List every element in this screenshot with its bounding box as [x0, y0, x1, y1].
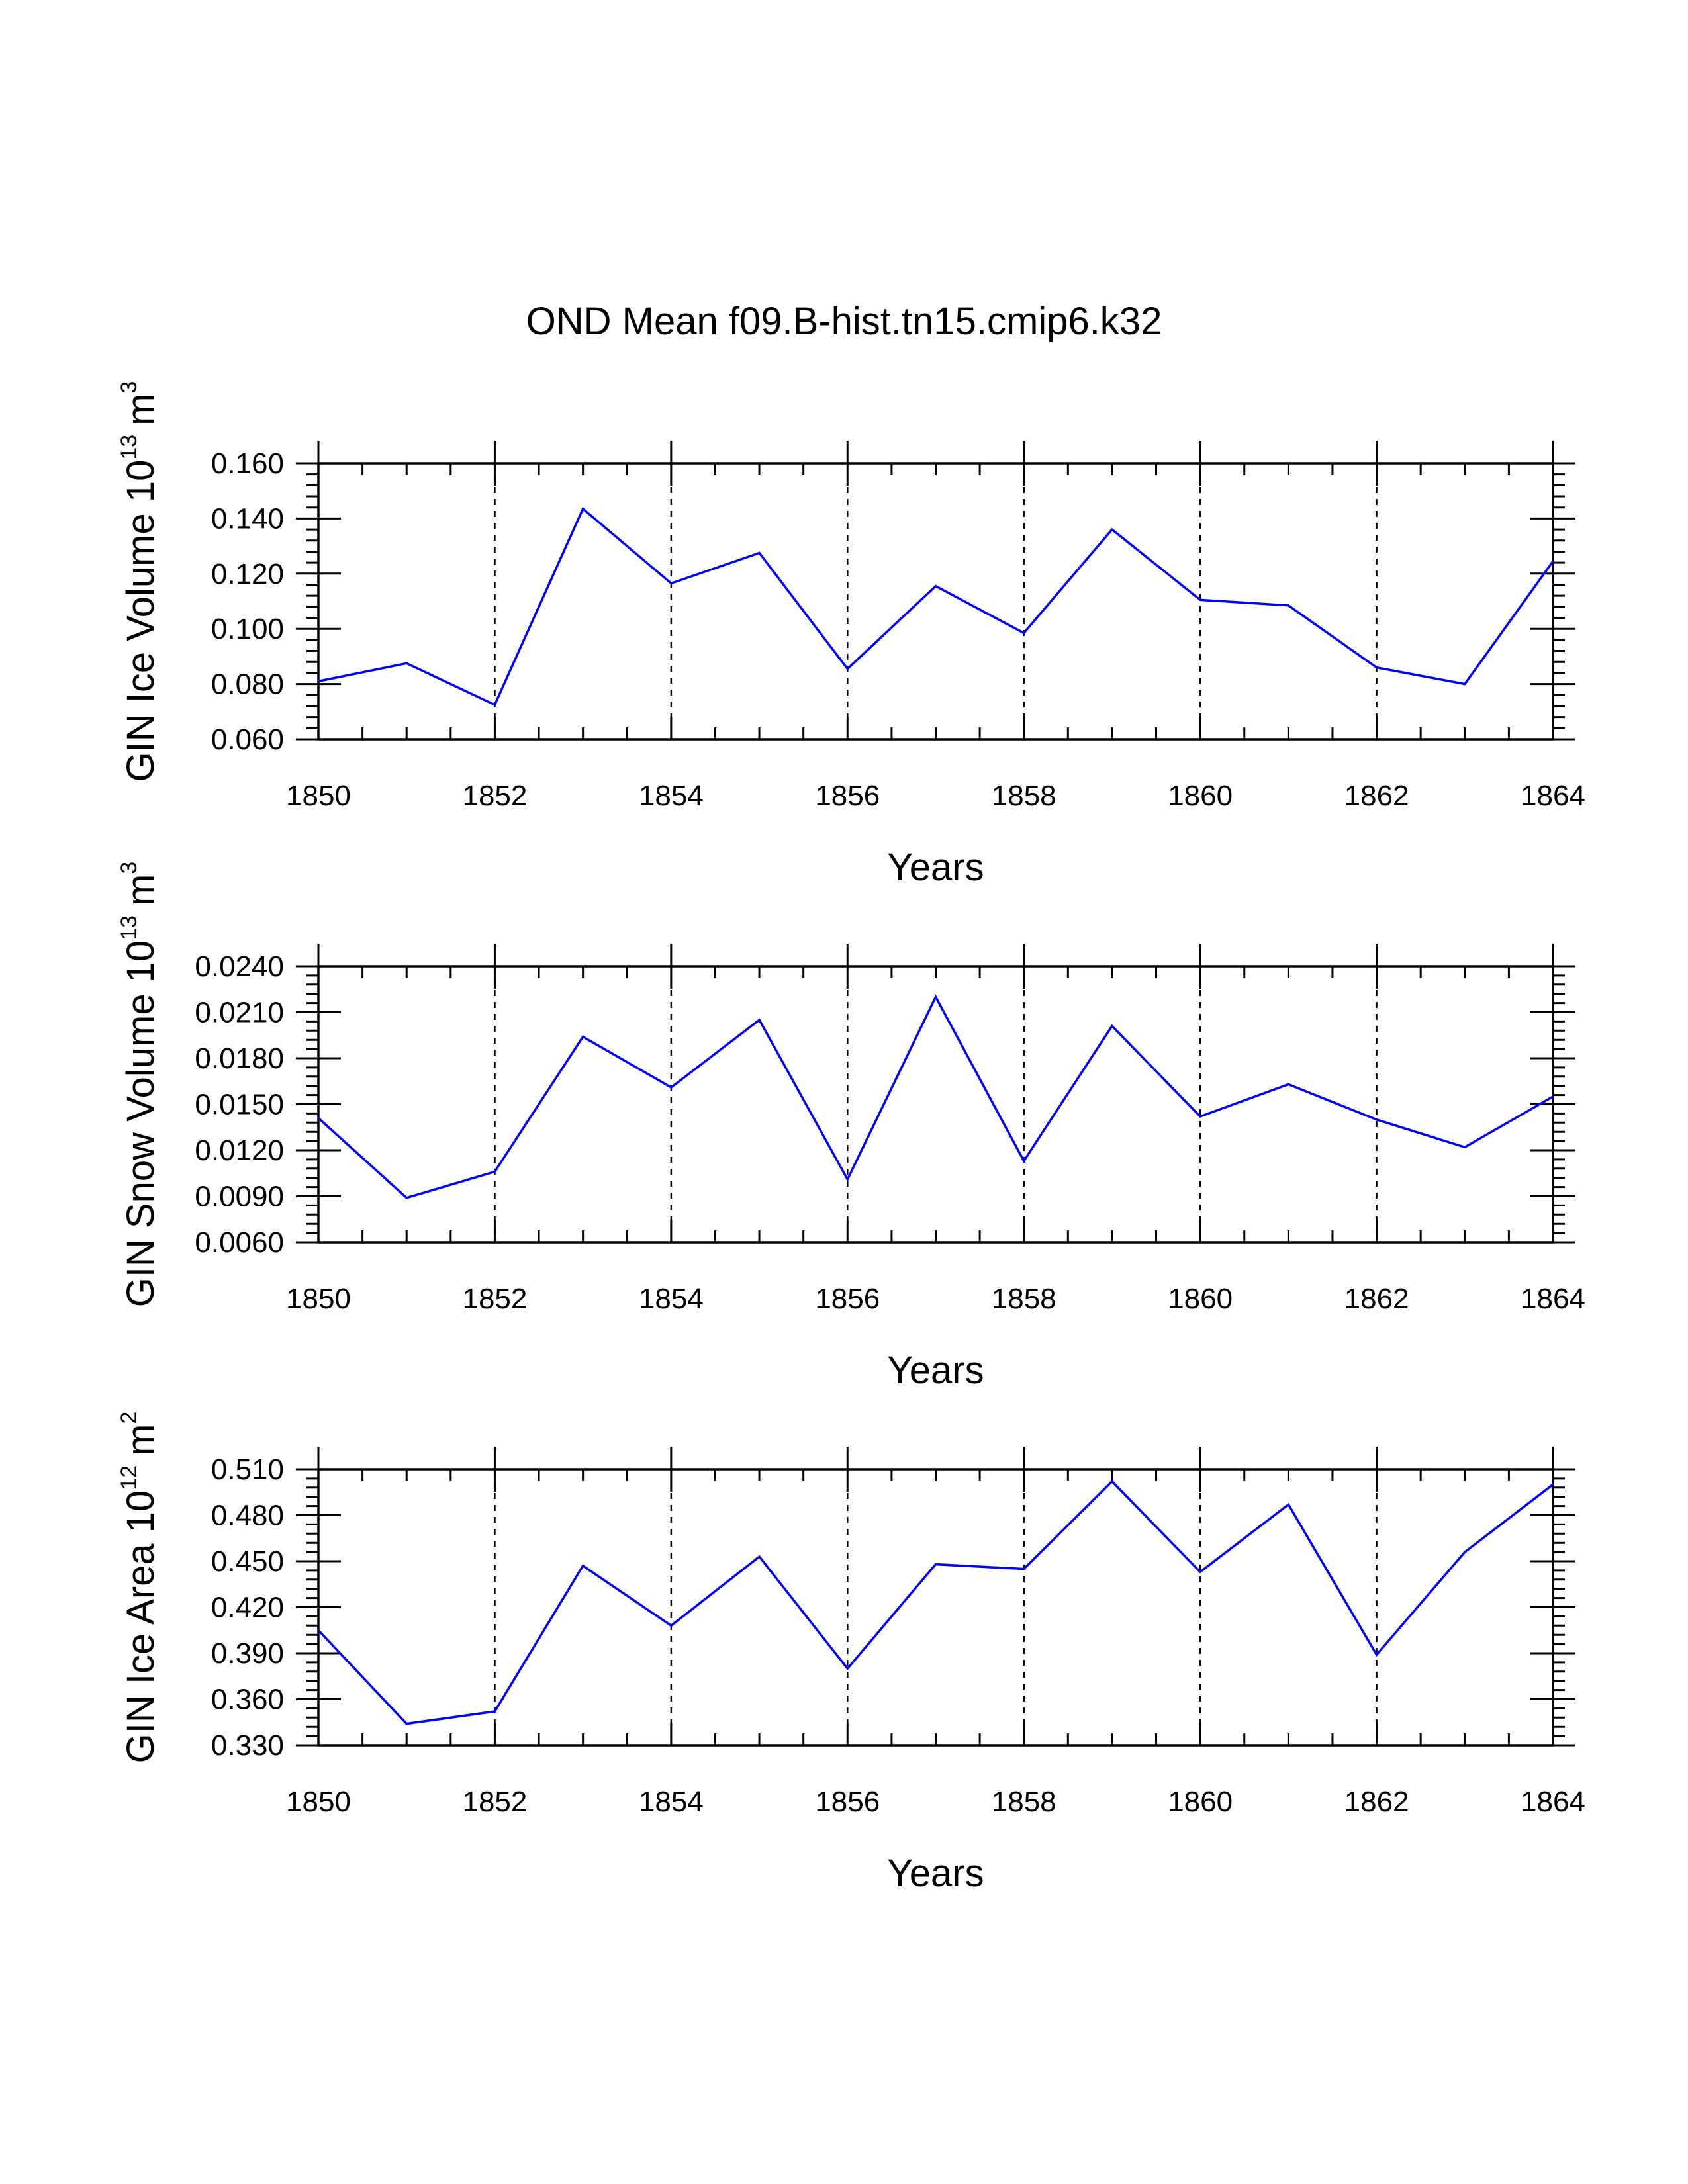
x-tick-label: 1850 — [286, 1283, 351, 1315]
y-tick-label: 0.330 — [211, 1729, 284, 1762]
x-tick-label: 1856 — [815, 780, 880, 812]
y-axis-label: GIN Ice Area 1012 m2 — [117, 1412, 162, 1764]
y-axis-label-unit-exponent: 2 — [117, 1412, 142, 1424]
chart-panel-2: 1850 1852 1854 1856 1858 1860 1862 1864 0.0060 0.… — [117, 862, 1585, 1392]
x-tick-label: 1854 — [639, 1786, 704, 1818]
x-axis-label: Years — [887, 1852, 984, 1895]
x-tick-label: 1858 — [992, 1283, 1056, 1315]
x-tick-label: 1864 — [1521, 780, 1585, 812]
y-tick-label: 0.080 — [211, 668, 284, 701]
y-axis-label-unit-exponent: 3 — [117, 381, 142, 394]
y-axis-label-unit-exponent: 3 — [117, 862, 142, 874]
y-tick-label: 0.0120 — [195, 1134, 284, 1167]
x-tick-label: 1856 — [815, 1283, 880, 1315]
x-tick-label: 1856 — [815, 1786, 880, 1818]
x-tick-label: 1858 — [992, 780, 1056, 812]
y-axis-label-base: GIN Snow Volume 10 — [119, 940, 162, 1308]
x-tick-label: 1860 — [1168, 780, 1233, 812]
x-tick-label: 1854 — [639, 1283, 704, 1315]
plot-frame — [317, 1468, 1554, 1747]
y-axis-label: GIN Snow Volume 1013 m3 — [117, 862, 162, 1308]
y-tick-label: 0.390 — [211, 1637, 284, 1670]
y-tick-label: 0.100 — [211, 613, 284, 645]
plot-frame — [317, 462, 1554, 741]
y-axis-label-exponent: 12 — [117, 1465, 142, 1490]
y-tick-label: 0.0150 — [195, 1089, 284, 1121]
x-axis-label: Years — [887, 846, 984, 889]
y-tick-label: 0.140 — [211, 502, 284, 535]
x-tick-label: 1864 — [1521, 1283, 1585, 1315]
y-tick-label: 0.0180 — [195, 1042, 284, 1075]
y-tick-label: 0.0060 — [195, 1226, 284, 1259]
x-tick-label: 1852 — [462, 1283, 527, 1315]
y-tick-label: 0.120 — [211, 558, 284, 590]
y-axis-label-base: GIN Ice Volume 10 — [119, 460, 162, 782]
y-tick-label: 0.060 — [211, 723, 284, 756]
y-tick-label: 0.360 — [211, 1684, 284, 1716]
y-tick-label: 0.0210 — [195, 997, 284, 1029]
y-axis-label-unit: m — [119, 393, 162, 425]
x-tick-label: 1862 — [1344, 1786, 1409, 1818]
y-axis-label-base: GIN Ice Area 10 — [119, 1490, 162, 1764]
y-axis-label-unit: m — [119, 874, 162, 906]
y-axis-label-exponent: 13 — [117, 915, 142, 940]
x-tick-label: 1864 — [1521, 1786, 1585, 1818]
x-tick-label: 1860 — [1168, 1786, 1233, 1818]
figure-title: OND Mean f09.B-hist.tn15.cmip6.k32 — [526, 300, 1162, 343]
x-tick-label: 1860 — [1168, 1283, 1233, 1315]
x-tick-label: 1862 — [1344, 1283, 1409, 1315]
x-tick-label: 1850 — [286, 780, 351, 812]
x-tick-label: 1862 — [1344, 780, 1409, 812]
x-axis-label: Years — [887, 1349, 984, 1392]
x-tick-label: 1854 — [639, 780, 704, 812]
x-tick-label: 1858 — [992, 1786, 1056, 1818]
x-tick-label: 1852 — [462, 1786, 527, 1818]
chart-panels: 1850 1852 1854 1856 1858 1860 1862 1864 0.060 0.0… — [117, 381, 1585, 1895]
y-tick-label: 0.420 — [211, 1592, 284, 1624]
y-axis-label: GIN Ice Volume 1013 m3 — [117, 381, 162, 782]
x-tick-label: 1852 — [462, 780, 527, 812]
chart-panel-1: 1850 1852 1854 1856 1858 1860 1862 1864 0.060 0.0… — [117, 381, 1585, 889]
y-tick-label: 0.0240 — [195, 950, 284, 983]
y-tick-label: 0.0090 — [195, 1181, 284, 1213]
chart-panel-3: 1850 1852 1854 1856 1858 1860 1862 1864 0.330 0.3… — [117, 1412, 1585, 1895]
x-tick-label: 1850 — [286, 1786, 351, 1818]
y-tick-label: 0.160 — [211, 447, 284, 480]
plot-frame — [317, 965, 1554, 1244]
y-axis-label-exponent: 13 — [117, 435, 142, 460]
y-tick-label: 0.510 — [211, 1453, 284, 1486]
y-axis-label-unit: m — [119, 1424, 162, 1456]
y-tick-label: 0.450 — [211, 1545, 284, 1578]
y-tick-label: 0.480 — [211, 1500, 284, 1532]
